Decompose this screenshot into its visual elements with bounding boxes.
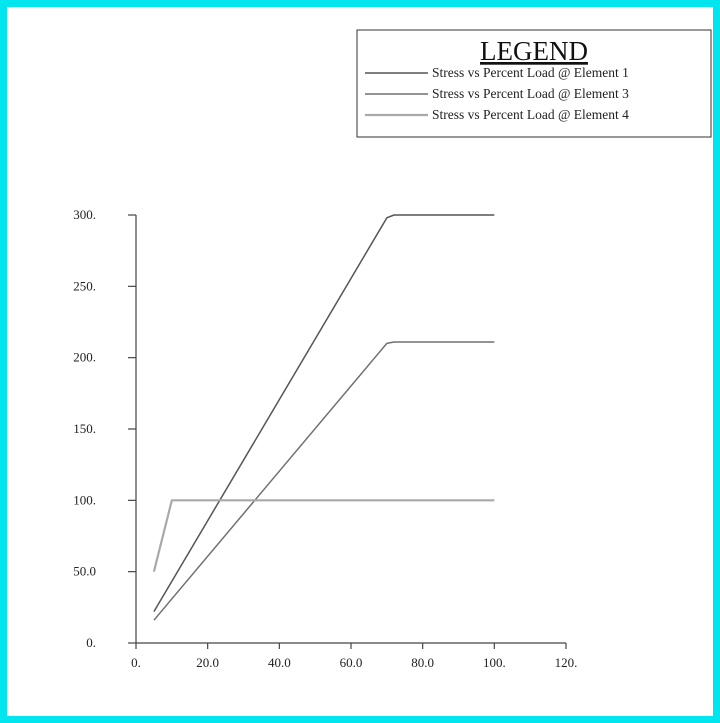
legend-title: LEGEND: [480, 36, 588, 66]
y-tick-label: 0.: [86, 635, 96, 650]
x-tick-label: 40.0: [268, 655, 291, 670]
legend-entry-label-2: Stress vs Percent Load @ Element 3: [432, 86, 629, 101]
x-tick-label: 120.: [555, 655, 578, 670]
y-ticks: 0. 50.0 100. 150. 200. 250. 300.: [73, 207, 136, 650]
series-line-1: [153, 214, 495, 612]
y-tick-label: 50.0: [73, 564, 96, 579]
legend-entry-label-1: Stress vs Percent Load @ Element 1: [432, 65, 629, 80]
y-tick-label: 150.: [73, 421, 96, 436]
x-tick-label: 80.0: [411, 655, 434, 670]
x-tick-label: 0.: [131, 655, 141, 670]
axes: 0. 20.0 40.0 60.0 80.0 100. 120. 0. 50.0 100. 150…: [73, 207, 577, 670]
y-tick-label: 100.: [73, 492, 96, 507]
x-tick-label: 100.: [483, 655, 506, 670]
y-tick-label: 200.: [73, 350, 96, 365]
legend-entries: Stress vs Percent Load @ Element 1 Stress…: [365, 65, 629, 122]
legend-entry-label-3: Stress vs Percent Load @ Element 4: [432, 107, 629, 122]
x-ticks: 0. 20.0 40.0 60.0 80.0 100. 120.: [131, 643, 577, 670]
x-tick-label: 20.0: [196, 655, 219, 670]
series-line-3: [152, 499, 495, 572]
y-tick-label: 300.: [73, 207, 96, 222]
series-line-2: [153, 341, 495, 621]
legend: LEGEND Stress vs Percent Load @ Element …: [356, 29, 712, 138]
y-tick-label: 250.: [73, 278, 96, 293]
x-tick-label: 60.0: [340, 655, 363, 670]
series-group: [152, 214, 495, 621]
legend-box: [356, 29, 712, 138]
